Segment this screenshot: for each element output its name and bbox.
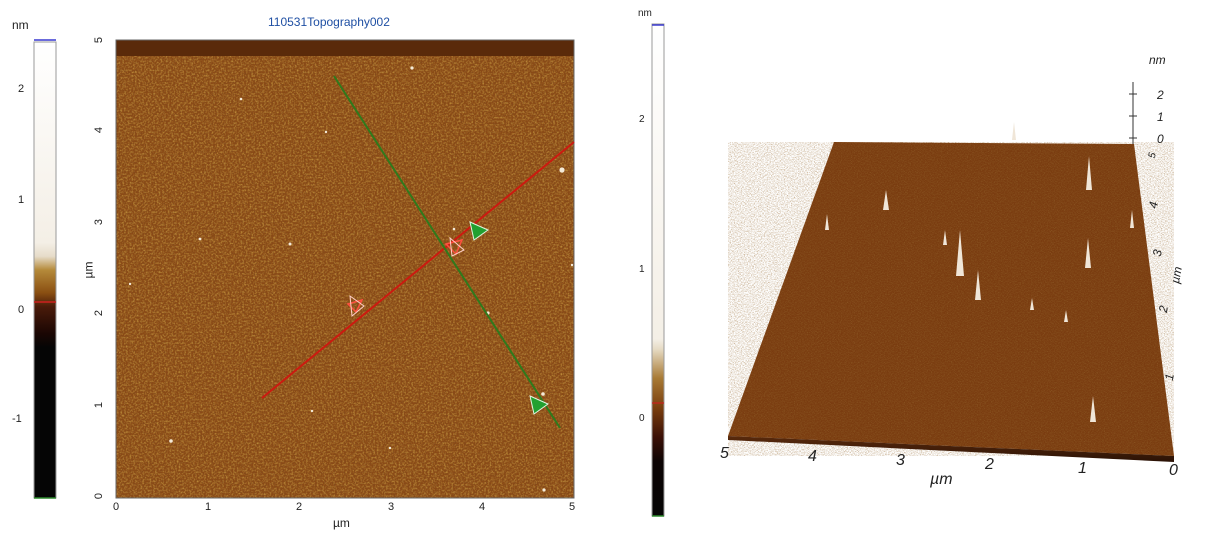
green-profile-line[interactable] — [333, 75, 561, 429]
red-cursor-marker[interactable] — [346, 294, 365, 317]
y-tick: 5 — [93, 36, 106, 44]
mid-colorbar-tick: 0 — [639, 413, 645, 424]
x-tick: 3 — [388, 501, 395, 513]
mid-colorbar-tick: 1 — [639, 264, 645, 275]
mid-colorbar-tick: 2 — [639, 114, 645, 125]
green-cursor-marker[interactable] — [469, 221, 490, 241]
3d-x-tick: 3 — [896, 452, 905, 469]
topography-2d-view[interactable] — [90, 30, 590, 530]
topography-3d-view[interactable] — [700, 40, 1200, 500]
left-colorbar-tick: 1 — [18, 194, 25, 206]
x-tick: 0 — [113, 501, 120, 513]
x-tick: 5 — [569, 501, 576, 513]
surface-particles — [128, 66, 574, 492]
mid-colorbar-unit: nm — [638, 8, 652, 19]
3d-x-axis-label: µm — [930, 471, 953, 488]
3d-x-tick: 4 — [808, 448, 817, 465]
image-title: 110531Topography002 — [268, 15, 390, 29]
left-colorbar-tick: -1 — [12, 413, 22, 425]
x-axis-label: µm — [333, 516, 350, 530]
left-colorbar-tick: 2 — [18, 83, 25, 95]
3d-z-tick: 2 — [1157, 88, 1164, 102]
3d-x-tick: 2 — [985, 456, 994, 473]
red-profile-line[interactable] — [261, 141, 575, 399]
3d-x-tick: 5 — [720, 445, 729, 462]
x-tick: 4 — [479, 501, 486, 513]
3d-peaks — [825, 122, 1134, 422]
3d-y-axis-label: µm — [1168, 265, 1185, 285]
mid-colorbar — [651, 23, 665, 517]
y-tick: 0 — [93, 492, 106, 500]
y-tick: 3 — [93, 218, 106, 226]
red-cursor-marker[interactable] — [444, 236, 465, 257]
3d-z-tick: 0 — [1157, 132, 1164, 146]
y-tick: 1 — [93, 401, 106, 409]
x-tick: 1 — [205, 501, 212, 513]
green-cursor-marker[interactable] — [529, 395, 550, 415]
left-colorbar-unit: nm — [12, 18, 29, 32]
top-scan-band — [116, 40, 574, 56]
y-tick: 4 — [93, 126, 106, 134]
3d-z-unit: nm — [1149, 53, 1166, 67]
left-colorbar-tick: 0 — [18, 304, 25, 316]
x-tick: 2 — [296, 501, 303, 513]
3d-z-tick: 1 — [1157, 110, 1164, 124]
y-axis-label: µm — [81, 261, 96, 279]
y-tick: 2 — [93, 309, 106, 317]
left-colorbar — [33, 39, 57, 499]
3d-x-tick: 0 — [1169, 462, 1178, 479]
3d-x-tick: 1 — [1078, 460, 1087, 477]
